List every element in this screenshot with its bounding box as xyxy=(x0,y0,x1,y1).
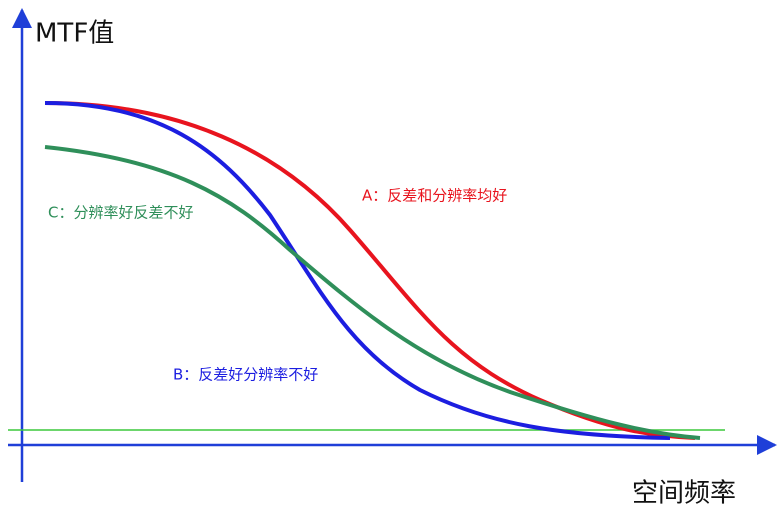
curve-b-label: B：反差好分辨率不好 xyxy=(173,366,318,384)
curve-c xyxy=(44,145,701,440)
curve-b xyxy=(44,101,671,440)
curve-c-label: C：分辨率好反差不好 xyxy=(48,204,193,222)
y-axis-label: MTF值 xyxy=(35,19,114,49)
curve-a-label: A：反差和分辨率均好 xyxy=(362,187,507,205)
curve-a xyxy=(44,101,696,440)
x-axis-label: 空间频率 xyxy=(632,479,736,509)
